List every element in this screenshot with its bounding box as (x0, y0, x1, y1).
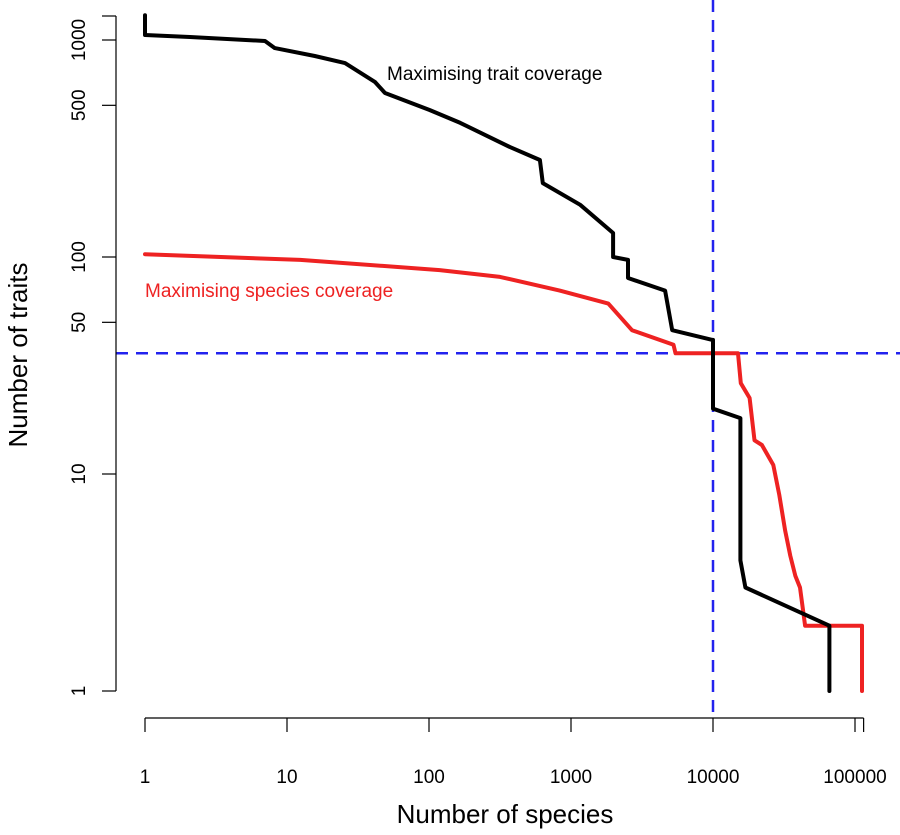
y-tick-label: 100 (69, 241, 90, 273)
y-axis: 1 10 50 100 500 1000 (69, 15, 117, 697)
y-tick-label: 10 (69, 463, 90, 484)
reference-lines (116, 0, 900, 718)
series-label-species-coverage: Maximising species coverage (145, 281, 393, 302)
series-line-trait-coverage (143, 13, 832, 693)
x-tick-label: 10000 (687, 767, 740, 788)
x-axis-title: Number of species (397, 799, 614, 829)
series-label-trait-coverage: Maximising trait coverage (387, 64, 602, 85)
y-tick-label: 1000 (69, 19, 90, 61)
x-ticks: 1 10 100 1000 10000 100000 (140, 718, 887, 788)
x-tick-label: 1 (140, 767, 151, 788)
series-line-species-coverage (143, 252, 864, 693)
x-tick-label: 1000 (550, 767, 592, 788)
y-tick-label: 1 (69, 686, 90, 697)
x-tick-label: 10 (276, 767, 297, 788)
x-tick-label: 100 (413, 767, 445, 788)
y-tick-label: 50 (69, 312, 90, 333)
y-ticks: 1 10 50 100 500 1000 (69, 15, 116, 697)
y-tick-label: 500 (69, 89, 90, 121)
x-axis: 1 10 100 1000 10000 100000 (140, 717, 887, 788)
x-tick-label: 100000 (823, 767, 886, 788)
y-axis-title: Number of traits (3, 263, 33, 448)
series-layer (143, 13, 864, 693)
